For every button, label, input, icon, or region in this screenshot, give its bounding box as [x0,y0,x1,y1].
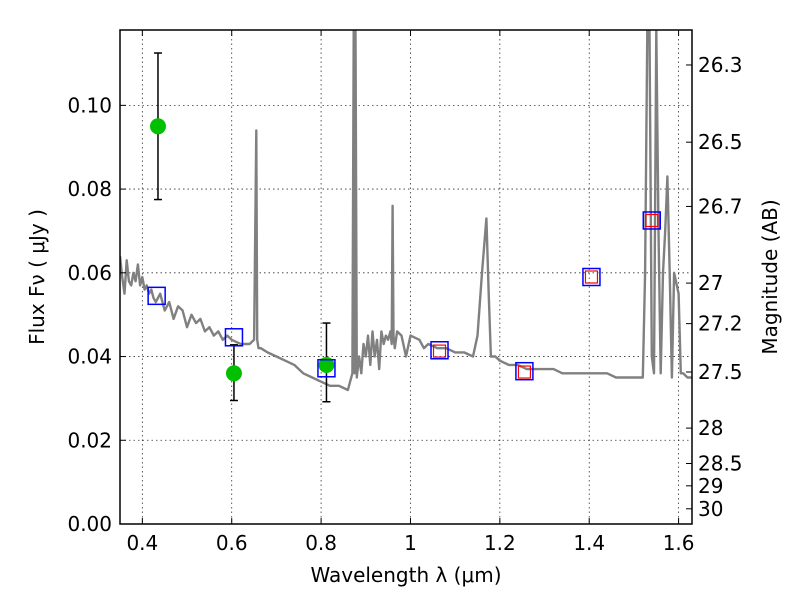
synthetic-red-square [517,365,532,379]
y-tick-label: 0.06 [67,261,112,285]
synthetic-red-square [584,270,599,284]
right-tick-label: 29 [698,474,723,498]
x-tick-label: 1.6 [663,531,695,555]
y-tick-label: 0.02 [67,428,112,452]
x-tick-label: 1.2 [484,531,516,555]
y-tick-label: 0.00 [67,512,112,536]
right-tick-label: 27.5 [698,360,743,384]
synthetic-blue-square [582,267,601,287]
axis-ticks: 0.4 0.6 0.8 1 1.2 1.4 1.6 0.00 0.02 0.04 0.06 0.08 0… [67,30,743,555]
model-sed-line [120,30,692,392]
y-tick-label: 0.04 [67,345,112,369]
right-tick-label: 27 [698,271,723,295]
x-tick-label: 0.8 [305,531,337,555]
right-tick-label: 27.2 [698,312,743,336]
right-tick-label: 26.3 [698,53,743,77]
y-axis-label: Flux Fν ( μJy ) [25,209,49,345]
x-tick-label: 0.6 [216,531,248,555]
synthetic-blue-square [147,286,166,306]
synthetic-blue-square [224,328,244,347]
plot-frame [119,29,693,525]
right-axis-label: Magnitude (AB) [758,199,782,354]
x-tick-label: 1.4 [573,531,605,555]
right-tick-label: 28.5 [698,451,743,475]
model-sed-series [120,30,692,392]
y-tick-label: 0.08 [67,177,112,201]
synthetic-blue-square [317,359,336,378]
synthetic-blue-square [642,211,662,230]
observed-point [318,356,335,373]
observed-point [225,365,242,382]
x-tick-label: 0.4 [126,531,158,555]
synthetic-blue-square [430,341,449,360]
synthetic-blue-square [515,361,534,381]
right-tick-label: 26.5 [698,130,743,154]
right-tick-label: 28 [698,416,723,440]
right-tick-label: 30 [698,497,723,521]
data-points [147,52,662,403]
x-tick-label: 1 [404,531,417,555]
grid-lines [120,30,692,525]
x-axis-label: Wavelength λ (μm) [310,563,501,587]
right-tick-label: 26.7 [698,194,743,218]
y-tick-label: 0.10 [67,93,112,117]
synthetic-red-square [645,213,659,228]
observed-point [149,118,166,135]
synthetic-red-square [432,344,447,358]
